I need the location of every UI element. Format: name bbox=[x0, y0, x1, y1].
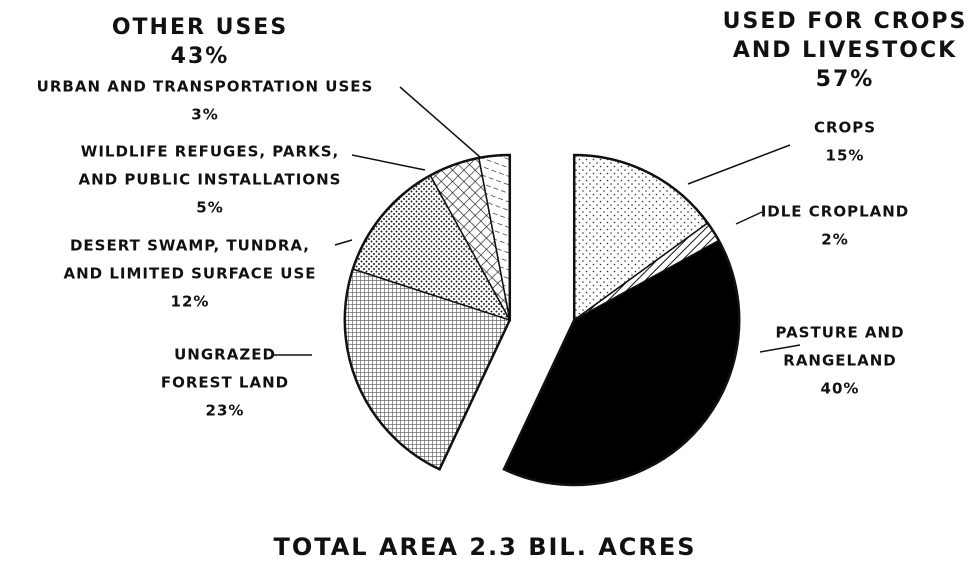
slice-label: UNGRAZED bbox=[174, 346, 276, 364]
slice-label: RANGELAND bbox=[783, 352, 896, 370]
group-outline bbox=[343, 153, 512, 471]
leader bbox=[351, 154, 426, 171]
slice-label: CROPS bbox=[814, 119, 876, 137]
slice-label: AND PUBLIC INSTALLATIONS bbox=[79, 171, 342, 189]
leader bbox=[399, 86, 481, 158]
slice-label: DESERT SWAMP, TUNDRA, bbox=[70, 237, 310, 255]
chart-title: TOTAL AREA 2.3 BIL. ACRES bbox=[273, 533, 696, 561]
leader bbox=[687, 144, 791, 185]
slice-label: IDLE CROPLAND bbox=[761, 203, 910, 221]
slice-value-label: 12% bbox=[171, 293, 210, 311]
slice-label: AND LIMITED SURFACE USE bbox=[63, 265, 316, 283]
leader-lines bbox=[272, 86, 801, 356]
slice-value-label: 2% bbox=[821, 231, 848, 249]
group-outline bbox=[502, 153, 741, 487]
slice-label: FOREST LAND bbox=[161, 374, 289, 392]
slice-value-label: 40% bbox=[821, 380, 860, 398]
slice-value-label: 15% bbox=[826, 147, 865, 165]
group-value-label: 57% bbox=[816, 67, 875, 92]
slice-label: WILDLIFE REFUGES, PARKS, bbox=[81, 143, 339, 161]
leader bbox=[735, 211, 763, 225]
slice-value-label: 5% bbox=[196, 199, 223, 217]
slice-value-label: 3% bbox=[191, 106, 218, 124]
group-label: OTHER USES bbox=[112, 15, 288, 40]
slice-label: PASTURE AND bbox=[775, 324, 904, 342]
group-label: AND LIVESTOCK bbox=[733, 38, 957, 63]
leader bbox=[334, 239, 353, 246]
group-value-label: 43% bbox=[171, 44, 230, 69]
slice-value-label: 23% bbox=[206, 402, 245, 420]
slice-label: URBAN AND TRANSPORTATION USES bbox=[37, 78, 374, 96]
group-label: USED FOR CROPS bbox=[723, 9, 968, 34]
leader bbox=[759, 344, 801, 353]
